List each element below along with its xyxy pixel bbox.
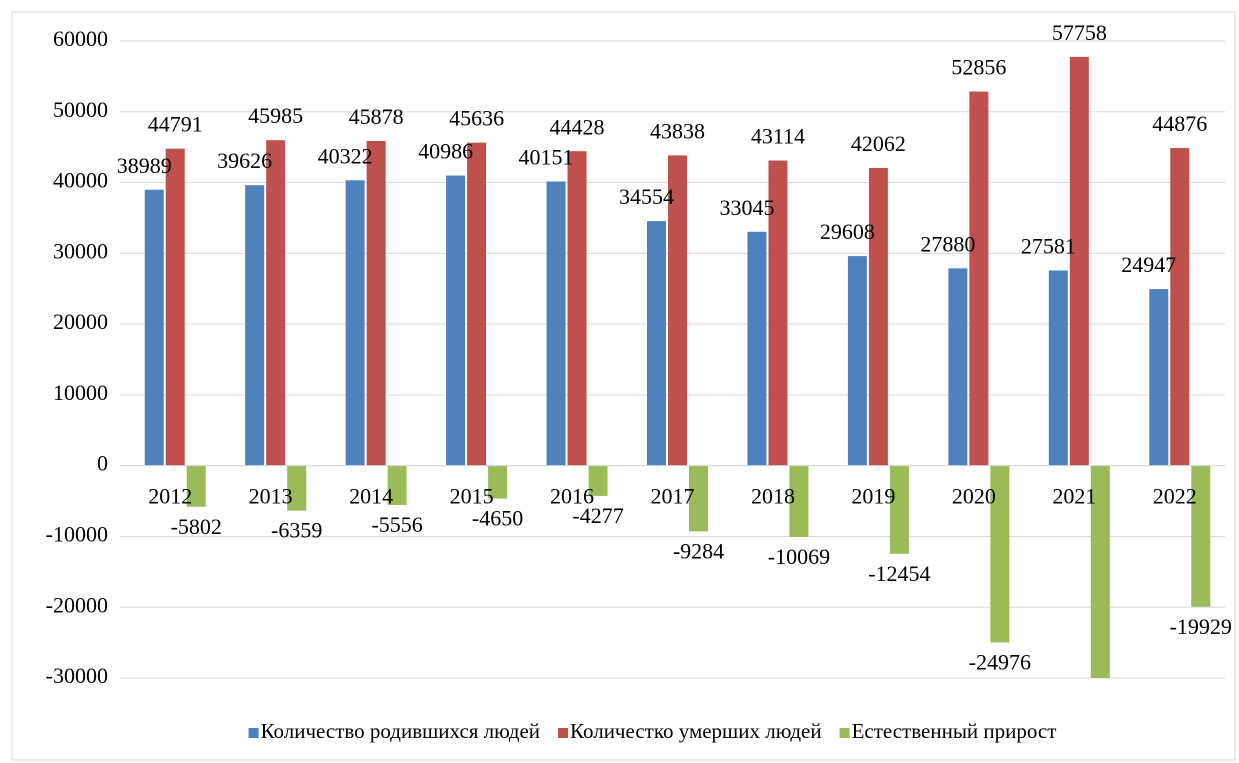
legend-label: Количестко умерших людей <box>570 719 822 743</box>
data-label: 40986 <box>418 139 473 164</box>
bar <box>366 140 386 466</box>
data-label: 27581 <box>1021 234 1076 259</box>
x-tick-label: 2022 <box>1153 484 1197 509</box>
bar <box>969 91 989 466</box>
data-label: 44428 <box>550 114 605 139</box>
legend-label: Естественный прирост <box>852 719 1057 743</box>
data-label: 43114 <box>751 124 805 149</box>
bar <box>546 181 566 466</box>
bar <box>1048 270 1068 466</box>
x-tick-label: 2014 <box>349 484 393 509</box>
y-tick-label: 0 <box>97 451 108 476</box>
x-tick-label: 2012 <box>148 484 192 509</box>
bar <box>768 160 788 466</box>
data-label: -24976 <box>969 649 1031 674</box>
data-label: 38989 <box>117 153 172 178</box>
data-label: 43838 <box>650 118 705 143</box>
bar <box>789 465 809 537</box>
legend-swatch <box>248 728 259 738</box>
data-label: 33045 <box>719 195 774 220</box>
bar <box>689 465 708 532</box>
data-label: 45985 <box>248 103 303 128</box>
bar <box>144 189 164 466</box>
bar <box>948 268 968 466</box>
bar <box>1090 465 1110 678</box>
x-tick-label: 2017 <box>651 484 695 509</box>
data-label: -12454 <box>868 561 930 586</box>
data-label: -19929 <box>1170 614 1232 639</box>
data-label: 52856 <box>951 55 1006 80</box>
bar <box>165 148 185 466</box>
data-label: 44791 <box>148 112 203 137</box>
data-label: 29608 <box>820 219 875 244</box>
bar <box>1149 289 1169 466</box>
data-label: 34554 <box>619 184 674 209</box>
bar <box>1191 465 1211 607</box>
data-label: 39626 <box>217 148 272 173</box>
data-label: -4650 <box>472 506 523 531</box>
x-tick-label: 2020 <box>952 484 996 509</box>
data-label: 44876 <box>1152 111 1207 136</box>
data-label: -10069 <box>768 544 830 569</box>
data-label: 42062 <box>851 131 906 156</box>
bar <box>747 231 767 466</box>
data-label: -9284 <box>673 538 724 563</box>
bar <box>847 256 867 466</box>
bar <box>345 180 365 466</box>
y-tick-label: 30000 <box>53 238 108 263</box>
bar <box>287 465 307 511</box>
legend: Количество родившихся людей Количестко ум… <box>248 719 1057 743</box>
y-tick-label: 50000 <box>53 97 108 122</box>
bar <box>446 175 466 466</box>
y-tick-label: -30000 <box>46 663 108 688</box>
y-tick-label: 20000 <box>53 309 108 334</box>
bar <box>889 465 909 554</box>
y-tick-label: -20000 <box>46 592 108 617</box>
bar <box>588 465 608 496</box>
data-label: -6359 <box>271 518 322 543</box>
bar <box>488 465 508 499</box>
x-tick-label: 2018 <box>751 484 795 509</box>
bar <box>1069 56 1089 466</box>
x-tick-label: 2019 <box>851 484 895 509</box>
plot-area <box>144 56 1211 678</box>
bar <box>387 465 407 505</box>
data-label: 45878 <box>349 104 404 129</box>
data-label: 40322 <box>318 143 373 168</box>
x-tick-label: 2015 <box>450 484 494 509</box>
data-label: 45636 <box>449 106 504 131</box>
bar <box>467 142 487 466</box>
chart-frame <box>11 11 1236 761</box>
bar <box>567 151 587 466</box>
data-label: -5802 <box>171 514 222 539</box>
bar <box>186 465 206 507</box>
legend-swatch <box>839 728 850 738</box>
legend-label: Количество родившихся людей <box>261 719 540 743</box>
bar <box>668 155 687 466</box>
bar <box>245 185 265 466</box>
x-tick-label: 2013 <box>249 484 293 509</box>
data-label: 57758 <box>1052 20 1107 45</box>
bar <box>868 167 888 466</box>
legend-swatch <box>558 728 569 738</box>
data-label: 24947 <box>1121 252 1176 277</box>
x-tick-label: 2021 <box>1052 484 1096 509</box>
bar <box>1170 148 1190 466</box>
data-label: -5556 <box>371 512 422 537</box>
y-tick-label: -10000 <box>46 521 108 546</box>
bar <box>990 465 1010 643</box>
bar <box>266 140 286 466</box>
bar <box>647 221 666 466</box>
x-tick-label: 2016 <box>550 484 594 509</box>
y-tick-label: 10000 <box>53 380 108 405</box>
data-label: 27880 <box>920 231 975 256</box>
data-label: 40151 <box>519 145 574 170</box>
data-label: -4277 <box>572 503 623 528</box>
y-tick-label: 40000 <box>53 168 108 193</box>
y-tick-label: 60000 <box>53 26 108 51</box>
